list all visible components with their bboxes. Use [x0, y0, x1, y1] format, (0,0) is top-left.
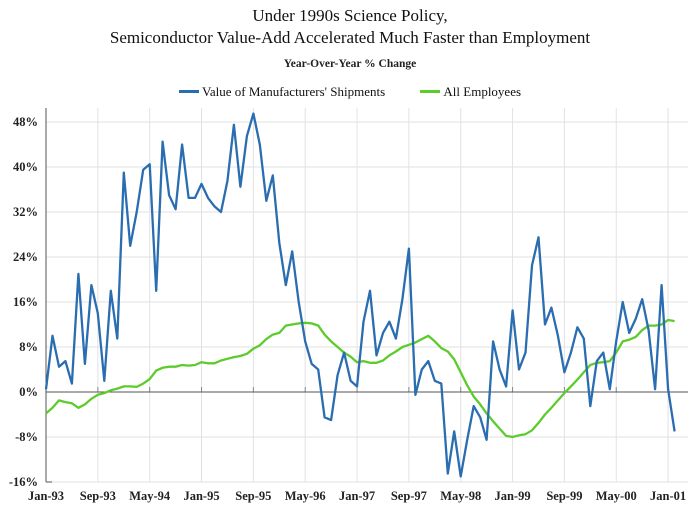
legend-swatch-shipments: [178, 90, 199, 93]
x-tick-label: Jan-99: [494, 489, 530, 503]
y-tick-label: 16%: [13, 295, 38, 309]
y-tick-label: -8%: [15, 430, 38, 444]
chart-title: Under 1990s Science Policy,: [252, 6, 448, 25]
legend-item-shipments: Value of Manufacturers' Shipments: [178, 83, 386, 100]
x-tick-label: May-94: [129, 489, 171, 503]
series-line-shipments: [44, 112, 676, 478]
x-tick-label: May-00: [596, 489, 637, 503]
x-tick-label: Jan-95: [183, 489, 219, 503]
y-tick-label: 32%: [13, 205, 38, 219]
x-tick-label: Jan-97: [339, 489, 375, 503]
y-tick-label: 8%: [19, 340, 38, 354]
y-tick-label: -16%: [9, 475, 38, 489]
x-tick-label: Sep-95: [235, 489, 271, 503]
x-tick-label: May-96: [285, 489, 326, 503]
legend-swatch-employees: [420, 90, 441, 93]
y-tick-label: 24%: [13, 250, 38, 264]
legend-item-employees: All Employees: [420, 84, 521, 100]
y-tick-label: 0%: [19, 385, 38, 399]
legend-label-employees: All Employees: [443, 83, 522, 99]
x-tick-label: May-98: [440, 489, 481, 503]
x-tick-label: Sep-97: [391, 489, 427, 503]
x-tick-label: Jan-01: [650, 489, 686, 503]
legend-label-shipments: Value of Manufacturers' Shipments: [201, 83, 386, 99]
chart-title-line2: Semiconductor Value-Add Accelerated Much…: [109, 28, 591, 47]
y-tick-label: 40%: [13, 160, 38, 174]
series-line-all-employees: [45, 318, 675, 439]
legend: Value of Manufacturers' Shipments All Em…: [0, 81, 700, 100]
y-tick-label: 48%: [13, 115, 38, 129]
chart-subtitle: Year-Over-Year % Change: [283, 58, 417, 70]
x-tick-label: Sep-99: [546, 489, 582, 503]
x-tick-label: Sep-93: [80, 489, 116, 503]
x-tick-label: Jan-93: [28, 489, 64, 503]
